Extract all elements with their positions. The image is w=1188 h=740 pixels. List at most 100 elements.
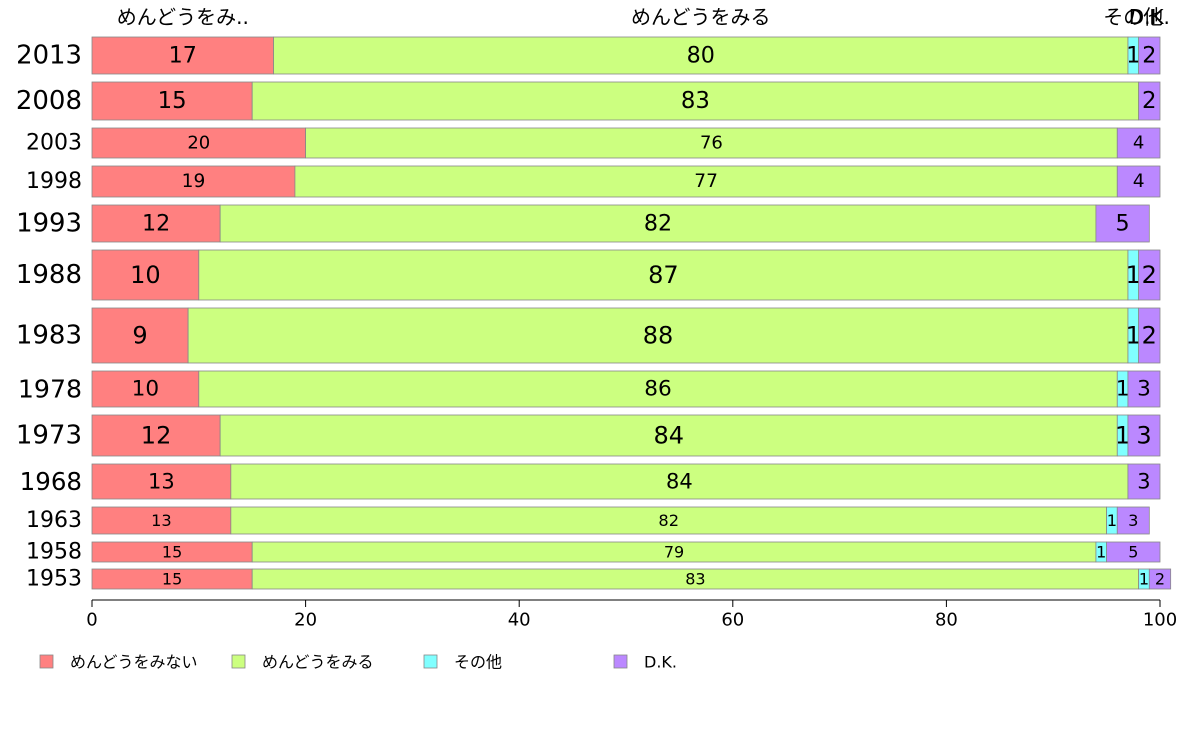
data-label: 82 — [644, 211, 672, 237]
data-label: 4 — [1133, 133, 1144, 154]
data-label: 3 — [1137, 377, 1151, 402]
x-tick-label: 60 — [721, 610, 744, 631]
data-label: 80 — [687, 43, 715, 69]
data-label: 1 — [1126, 43, 1140, 69]
bar-segment — [198, 249, 1129, 301]
x-tick-label: 80 — [935, 610, 958, 631]
data-label: 77 — [694, 171, 718, 192]
bar-segment — [230, 463, 1129, 500]
bar-segment — [91, 249, 200, 301]
data-label: 13 — [151, 511, 172, 530]
bar-segment — [1138, 36, 1161, 75]
data-label: 1 — [1116, 377, 1130, 402]
bar-segment — [91, 127, 307, 159]
bar-segment — [1148, 568, 1172, 590]
bar-segment — [91, 463, 232, 500]
data-label: 13 — [148, 470, 175, 494]
data-label: 86 — [644, 377, 671, 402]
legend-label: D.K. — [644, 653, 677, 672]
data-label: 2 — [1142, 322, 1157, 350]
bar-segment — [1116, 165, 1161, 198]
x-tick-label: 20 — [294, 610, 317, 631]
bar-segment — [1116, 127, 1161, 159]
category-label: 1998 — [26, 169, 82, 194]
bar-segment — [219, 204, 1097, 243]
data-label: 76 — [700, 133, 723, 154]
data-label: 1 — [1115, 422, 1130, 450]
data-label: 79 — [664, 543, 684, 562]
data-label: 2 — [1142, 261, 1157, 289]
data-label: 2 — [1142, 43, 1156, 69]
data-label: 10 — [130, 261, 161, 289]
data-label: 12 — [142, 211, 170, 237]
bar-segment — [91, 506, 232, 535]
bar-segment — [1138, 249, 1161, 301]
data-label: 88 — [643, 322, 674, 350]
data-label: 12 — [141, 422, 172, 450]
legend-label: めんどうをみる — [262, 653, 374, 672]
bar-segment — [91, 36, 274, 75]
category-label: 2003 — [26, 131, 82, 156]
data-label: 83 — [681, 88, 710, 114]
data-label: 1 — [1126, 261, 1141, 289]
bar-segment — [1095, 204, 1150, 243]
data-label: 5 — [1116, 211, 1130, 237]
data-label: 15 — [158, 88, 187, 114]
bar-segment — [294, 165, 1118, 198]
x-tick-label: 40 — [508, 610, 531, 631]
bar-segment — [1127, 463, 1161, 500]
bar-segment — [91, 307, 189, 364]
top-series-label: めんどうをみ.. — [117, 5, 249, 29]
category-label: 1993 — [16, 209, 82, 239]
bar-segment — [305, 127, 1118, 159]
data-label: 4 — [1133, 171, 1145, 192]
bar-segment — [1116, 506, 1150, 535]
bar-segment — [187, 307, 1129, 364]
data-label: 5 — [1128, 543, 1138, 562]
legend-label: めんどうをみない — [70, 653, 198, 672]
bar-segment — [1127, 414, 1161, 457]
bar-segment — [1106, 541, 1161, 563]
bar-segment — [1138, 307, 1161, 364]
bar-segment — [230, 506, 1108, 535]
data-label: 15 — [162, 543, 182, 562]
legend-swatch — [39, 654, 54, 669]
data-label: 82 — [658, 511, 679, 530]
data-label: 3 — [1136, 422, 1151, 450]
bar-segment — [91, 414, 221, 457]
x-tick-label: 0 — [86, 610, 97, 631]
top-series-label: D.K. — [1129, 5, 1170, 29]
data-label: 3 — [1137, 470, 1150, 494]
data-label: 1 — [1126, 322, 1141, 350]
data-label: 3 — [1128, 511, 1138, 530]
category-label: 1978 — [18, 375, 82, 404]
bar-segment — [1127, 370, 1161, 408]
data-label: 83 — [685, 570, 705, 589]
bar-segment — [1138, 81, 1161, 121]
legend-swatch — [613, 654, 628, 669]
bar-segment — [91, 81, 253, 121]
data-label: 10 — [132, 377, 159, 402]
data-label: 1 — [1139, 570, 1149, 589]
data-label: 20 — [187, 133, 210, 154]
category-label: 1958 — [26, 540, 82, 565]
data-label: 1 — [1107, 511, 1117, 530]
top-series-label: その他 — [1103, 5, 1163, 29]
data-label: 84 — [653, 422, 684, 450]
category-label: 1973 — [16, 421, 82, 451]
bar-segment — [91, 165, 296, 198]
data-label: 17 — [169, 43, 197, 69]
category-label: 2013 — [16, 41, 82, 71]
bar-segment — [91, 370, 200, 408]
category-label: 1983 — [16, 321, 82, 351]
category-label: 2008 — [16, 86, 82, 116]
category-label: 1953 — [26, 567, 82, 592]
legend-label: その他 — [454, 653, 502, 672]
data-label: 2 — [1155, 570, 1165, 589]
data-label: 87 — [648, 261, 679, 289]
bar-segment — [219, 414, 1118, 457]
bar-segment — [198, 370, 1118, 408]
data-label: 15 — [162, 570, 182, 589]
